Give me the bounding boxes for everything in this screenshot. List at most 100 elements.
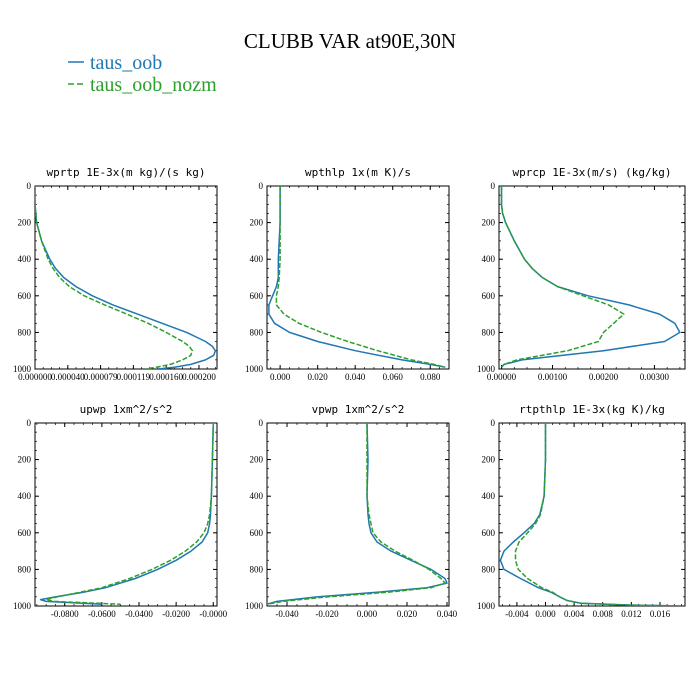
y-tick-label: 600 bbox=[18, 291, 32, 301]
y-tick-label: 1000 bbox=[13, 601, 32, 611]
series-line-taus-oob bbox=[267, 423, 448, 605]
legend-label-taus-oob: taus_oob bbox=[90, 52, 162, 74]
panel-title: wpthlp 1x(m K)/s bbox=[305, 166, 411, 179]
y-tick-label: 1000 bbox=[13, 364, 32, 374]
x-tick-label: 0.020 bbox=[397, 609, 418, 619]
y-tick-label: 200 bbox=[250, 455, 264, 465]
plot-frame bbox=[266, 185, 450, 370]
x-tick-label: 0.000119 bbox=[117, 372, 151, 382]
y-tick-label: 200 bbox=[18, 455, 32, 465]
panel-5: vpwp 1xm^2/s^2 0 200 400 600 800 1000 -0.040 -0.… bbox=[245, 403, 458, 619]
series-line-taus-oob bbox=[39, 423, 215, 605]
panel-title: upwp 1xm^2/s^2 bbox=[80, 403, 173, 416]
y-tick-label: 0 bbox=[27, 418, 32, 428]
y-tick-label: 0 bbox=[259, 181, 264, 191]
x-tick-label: 0.008 bbox=[593, 609, 614, 619]
y-tick-label: 200 bbox=[18, 218, 32, 228]
plot-frame bbox=[498, 185, 686, 370]
y-tick-label: 0 bbox=[491, 181, 496, 191]
x-tick-label: -0.0400 bbox=[125, 609, 153, 619]
x-tick-label: -0.0800 bbox=[51, 609, 79, 619]
series-line-taus-oob bbox=[35, 186, 217, 369]
y-tick-label: 800 bbox=[18, 327, 32, 337]
y-tick-label: 800 bbox=[482, 564, 496, 574]
series-line-taus-oob-nozm bbox=[45, 423, 215, 605]
panel-6: rtpthlp 1E-3x(kg K)/kg 0 200 400 600 800 1000-… bbox=[477, 403, 686, 619]
y-tick-label: 200 bbox=[250, 218, 264, 228]
x-tick-label: 0.000200 bbox=[182, 372, 216, 382]
y-tick-label: 600 bbox=[18, 528, 32, 538]
x-tick-label: -0.0000 bbox=[199, 609, 227, 619]
panel-grid: wprtp 1E-3x(m kg)/(s kg) 0 200 400 600 800 100… bbox=[13, 166, 686, 619]
x-tick-label: 0.000 bbox=[357, 609, 378, 619]
plot-frame bbox=[498, 422, 686, 607]
panel-1: wprtp 1E-3x(m kg)/(s kg) 0 200 400 600 800 100… bbox=[13, 166, 218, 382]
y-tick-label: 800 bbox=[482, 327, 496, 337]
y-tick-label: 400 bbox=[250, 491, 264, 501]
y-tick-label: 800 bbox=[250, 564, 264, 574]
x-tick-label: 0.016 bbox=[650, 609, 671, 619]
panel-title: wprtp 1E-3x(m kg)/(s kg) bbox=[47, 166, 206, 179]
series-line-taus-oob bbox=[268, 186, 446, 368]
y-tick-label: 0 bbox=[259, 418, 264, 428]
x-tick-label: 0.012 bbox=[621, 609, 641, 619]
series-line-taus-oob bbox=[500, 186, 681, 368]
y-tick-label: 200 bbox=[482, 455, 496, 465]
x-tick-label: 0.00000 bbox=[487, 372, 517, 382]
series-line-taus-oob-nozm bbox=[35, 186, 194, 369]
y-tick-label: 600 bbox=[482, 528, 496, 538]
series-line-taus-oob-nozm bbox=[275, 186, 446, 368]
y-tick-label: 400 bbox=[482, 254, 496, 264]
y-tick-label: 400 bbox=[18, 491, 32, 501]
y-tick-label: 0 bbox=[491, 418, 496, 428]
x-tick-label: 0.080 bbox=[420, 372, 441, 382]
x-tick-label: -0.0600 bbox=[88, 609, 116, 619]
y-tick-label: 1000 bbox=[477, 601, 496, 611]
x-tick-label: 0.060 bbox=[383, 372, 404, 382]
y-tick-label: 600 bbox=[482, 291, 496, 301]
legend: taus_oob taus_oob_nozm bbox=[68, 52, 217, 96]
x-tick-label: 0.040 bbox=[437, 609, 458, 619]
series-line-taus-oob-nozm bbox=[514, 423, 682, 606]
y-tick-label: 800 bbox=[250, 327, 264, 337]
plot-frame bbox=[34, 185, 218, 370]
x-tick-label: 0.000160 bbox=[149, 372, 183, 382]
x-tick-label: 0.000 bbox=[535, 609, 556, 619]
y-tick-label: 400 bbox=[482, 491, 496, 501]
y-tick-label: 600 bbox=[250, 528, 264, 538]
panel-3: wprcp 1E-3x(m/s) (kg/kg) 0 200 400 600 800 100… bbox=[477, 166, 686, 382]
x-tick-label: 0.000000 bbox=[18, 372, 52, 382]
x-tick-label: 0.00300 bbox=[640, 372, 670, 382]
x-tick-label: 0.000040 bbox=[51, 372, 85, 382]
y-tick-label: 600 bbox=[250, 291, 264, 301]
legend-label-taus-oob-nozm: taus_oob_nozm bbox=[90, 74, 217, 96]
plot-frame bbox=[34, 422, 218, 607]
x-tick-label: -0.0200 bbox=[162, 609, 190, 619]
y-tick-label: 400 bbox=[18, 254, 32, 264]
x-tick-label: 0.000079 bbox=[84, 372, 118, 382]
y-tick-label: 1000 bbox=[477, 364, 496, 374]
x-tick-label: 0.004 bbox=[564, 609, 585, 619]
series-line-taus-oob-nozm bbox=[500, 186, 625, 368]
x-tick-label: 0.00100 bbox=[538, 372, 568, 382]
figure-title: CLUBB VAR at90E,30N bbox=[244, 29, 456, 53]
y-tick-label: 0 bbox=[27, 181, 32, 191]
plot-frame bbox=[266, 422, 450, 607]
y-tick-label: 200 bbox=[482, 218, 496, 228]
x-tick-label: 0.040 bbox=[345, 372, 366, 382]
panel-title: vpwp 1xm^2/s^2 bbox=[312, 403, 405, 416]
x-tick-label: 0.020 bbox=[308, 372, 329, 382]
series-line-taus-oob-nozm bbox=[267, 423, 446, 605]
y-tick-label: 400 bbox=[250, 254, 264, 264]
y-tick-label: 1000 bbox=[245, 601, 264, 611]
y-tick-label: 800 bbox=[18, 564, 32, 574]
panel-title: wprcp 1E-3x(m/s) (kg/kg) bbox=[513, 166, 672, 179]
y-tick-label: 1000 bbox=[245, 364, 264, 374]
x-tick-label: -0.020 bbox=[315, 609, 339, 619]
x-tick-label: -0.040 bbox=[275, 609, 299, 619]
panel-2: wpthlp 1x(m K)/s 0 200 400 600 800 1000 0.000 0.… bbox=[245, 166, 450, 382]
panel-title: rtpthlp 1E-3x(kg K)/kg bbox=[519, 403, 665, 416]
panel-4: upwp 1xm^2/s^2 0 200 400 600 800 1000 -0.0800 -0… bbox=[13, 403, 228, 619]
x-tick-label: 0.00200 bbox=[589, 372, 619, 382]
